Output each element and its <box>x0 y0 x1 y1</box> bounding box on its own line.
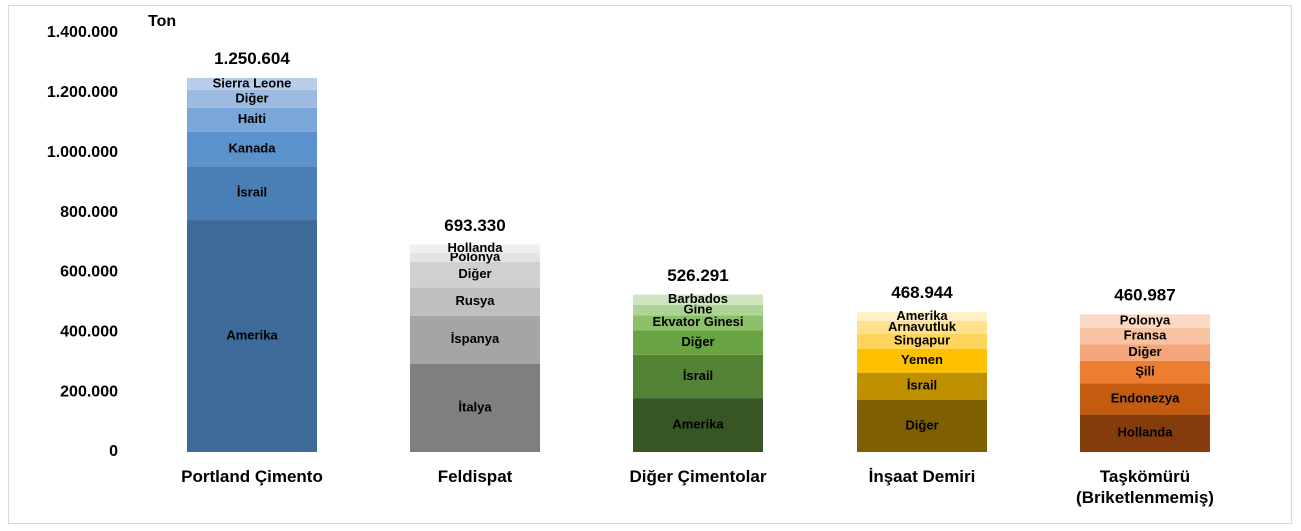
total-label: 1.250.604 <box>214 49 290 68</box>
segment-label: Hollanda <box>1118 425 1174 440</box>
bar-segment <box>410 252 540 262</box>
segment-label: Ekvator Ginesi <box>652 314 743 329</box>
y-tick-label: 1.000.000 <box>47 144 118 161</box>
x-tick-label: Diğer Çimentolar <box>629 467 767 486</box>
total-label: 693.330 <box>444 216 505 235</box>
segment-label: Haiti <box>238 111 266 126</box>
bar-segment <box>187 89 317 108</box>
bar-segment <box>410 261 540 288</box>
chart-frame <box>8 5 1292 524</box>
segment-label: İsrail <box>237 185 267 200</box>
y-tick-label: 800.000 <box>60 204 118 221</box>
bar-segment <box>1080 327 1210 345</box>
bar-segment <box>187 166 317 221</box>
x-tick-label: Taşkömürü (Briketlenmemiş) <box>1076 467 1214 507</box>
bar-segment <box>633 398 763 452</box>
x-tick-label: Portland Çimento <box>181 467 323 486</box>
segment-label: Amerika <box>672 417 724 432</box>
bar-segment <box>857 348 987 373</box>
bar-segment <box>1080 360 1210 384</box>
x-tick-label: İnşaat Demiri <box>868 467 976 486</box>
bar-segment <box>410 363 540 452</box>
bar-segment <box>410 287 540 316</box>
segment-label: İspanya <box>451 331 500 346</box>
bar-segment <box>1080 414 1210 452</box>
segment-label: Diğer <box>1128 344 1161 359</box>
bar-segment <box>187 77 317 90</box>
segment-label: Hollanda <box>448 240 504 255</box>
bar-segment <box>187 107 317 132</box>
total-label: 468.944 <box>891 283 953 302</box>
bar-segment <box>633 354 763 399</box>
y-unit: Ton <box>148 13 176 30</box>
segment-label: Barbados <box>668 291 728 306</box>
bar-segment <box>633 330 763 355</box>
bar-segment <box>857 372 987 400</box>
y-tick-label: 1.200.000 <box>47 84 118 101</box>
segment-label: Gine <box>684 301 713 316</box>
segment-label: Amerika <box>896 308 948 323</box>
segment-label: Amerika <box>226 327 278 342</box>
bar-segment <box>857 320 987 334</box>
bar-segment <box>633 315 763 331</box>
bar-segment <box>857 311 987 321</box>
y-tick-label: 0 <box>109 443 118 460</box>
bar-segment <box>857 399 987 452</box>
segment-label: İtalya <box>458 399 492 414</box>
total-label: 460.987 <box>1114 286 1175 305</box>
segment-label: Diğer <box>905 417 938 432</box>
bar-segment <box>1080 314 1210 328</box>
bar-segment <box>633 294 763 305</box>
segment-label: İsrail <box>907 378 937 393</box>
y-tick-label: 400.000 <box>60 324 118 341</box>
segment-label: Yemen <box>901 352 943 367</box>
y-tick-label: 200.000 <box>60 383 118 400</box>
bar-segment <box>1080 383 1210 415</box>
segment-label: Fransa <box>1124 327 1167 342</box>
segment-label: Diğer <box>458 266 491 281</box>
bar-segment <box>187 220 317 452</box>
segment-label: Kanada <box>229 140 277 155</box>
bar-segment <box>410 244 540 253</box>
segment-label: İsrail <box>683 368 713 383</box>
segment-label: Rusya <box>455 293 495 308</box>
segment-label: Polonya <box>1120 313 1171 328</box>
segment-label: Singapur <box>894 333 950 348</box>
segment-label: Endonezya <box>1111 390 1180 405</box>
bar-segment <box>1080 344 1210 361</box>
bar-segment <box>410 315 540 364</box>
total-label: 526.291 <box>667 266 728 285</box>
bar-segment <box>857 333 987 349</box>
y-tick-label: 1.400.000 <box>47 24 118 41</box>
segment-label: Diğer <box>681 334 714 349</box>
segment-label: Şili <box>1135 363 1155 378</box>
bar-segment <box>633 304 763 316</box>
segment-label: Diğer <box>235 90 268 105</box>
segment-label: Arnavutluk <box>888 319 957 334</box>
y-tick-label: 600.000 <box>60 264 118 281</box>
x-tick-label: Feldispat <box>437 467 513 486</box>
bar-segment <box>187 131 317 167</box>
segment-label: Sierra Leone <box>213 75 292 90</box>
